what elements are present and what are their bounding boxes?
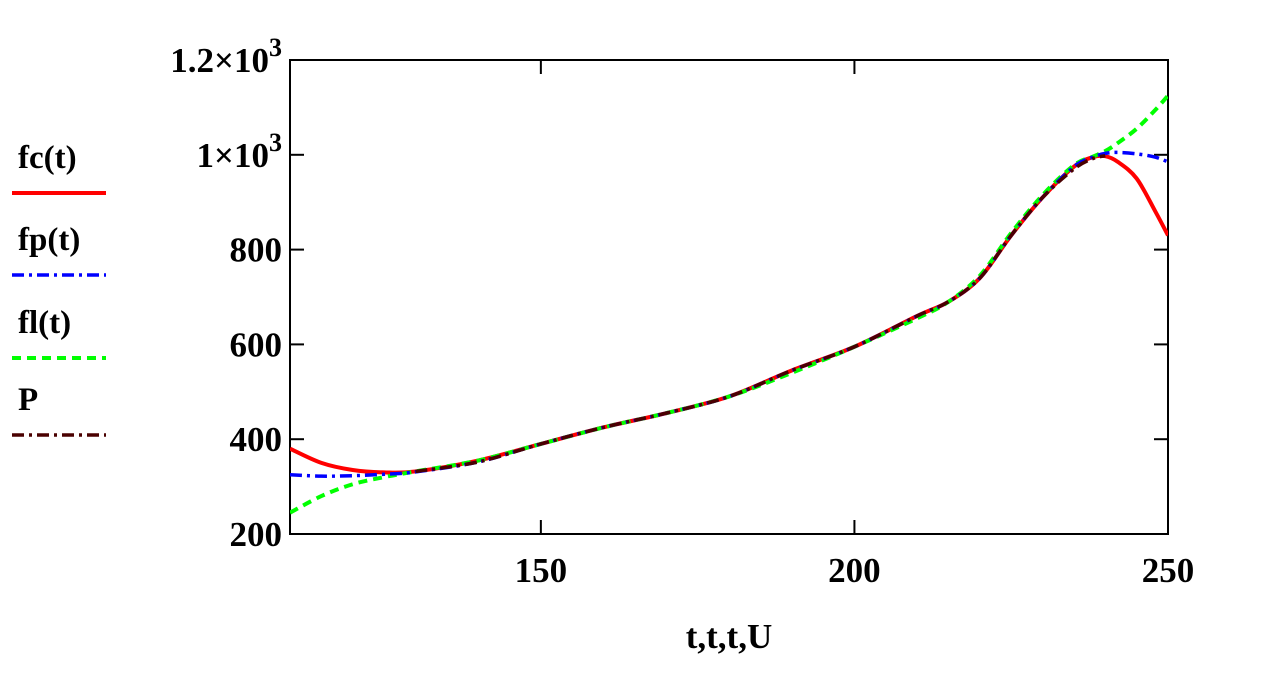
x-tick-label: 150	[515, 551, 568, 590]
y-tick-label-exponent: 3	[269, 128, 282, 157]
plot-frame	[289, 59, 1169, 535]
y-tick-label: 1×103	[197, 128, 282, 175]
y-tick-label-exponent: 3	[269, 33, 282, 62]
y-tick-label: 600	[230, 325, 283, 364]
series-line-flt	[290, 94, 1168, 515]
plot-area	[289, 59, 1169, 535]
x-tick-label: 250	[1142, 551, 1195, 590]
y-tick-label: 1.2×103	[170, 33, 282, 80]
ticks	[290, 59, 1169, 535]
y-tick-label-base: 1.2×10	[170, 41, 269, 80]
y-tick-label: 800	[230, 231, 283, 270]
x-axis-title: t,t,t,U	[686, 617, 773, 656]
legend-label: P	[18, 382, 38, 418]
series-line-fpt	[290, 150, 1168, 478]
legend-label: fl(t)	[18, 305, 71, 341]
x-tick-label: 200	[828, 551, 881, 590]
legend-label: fc(t)	[18, 140, 77, 176]
series-group	[290, 94, 1168, 515]
series-line-p	[415, 154, 1106, 474]
legend: fc(t) fp(t) fl(t) P	[12, 140, 106, 437]
y-tick-label: 400	[230, 420, 283, 459]
legend-label: fp(t)	[18, 222, 80, 258]
y-tick-label: 200	[230, 515, 283, 554]
y-tick-label-base: 1×10	[197, 136, 269, 175]
